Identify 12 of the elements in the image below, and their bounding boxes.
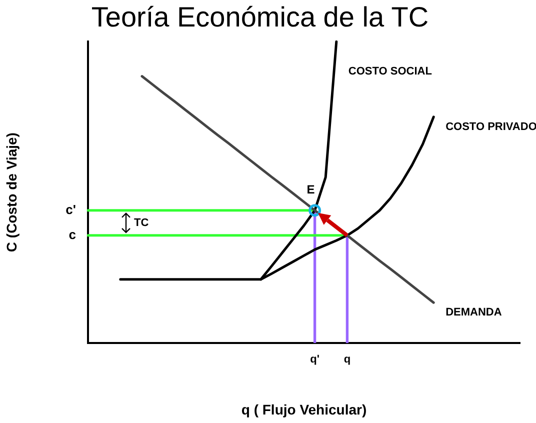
text: c': [66, 202, 76, 217]
x-axis-title: q ( Flujo Vehicular): [241, 401, 367, 418]
series-label: DEMANDA: [446, 306, 502, 319]
series-label: COSTO PRIVADO: [446, 120, 536, 133]
x-tick-label: q: [344, 354, 351, 366]
x-tick-label: q': [310, 354, 320, 366]
annotation: TC: [134, 216, 149, 229]
series-label: COSTO SOCIAL: [348, 66, 432, 78]
y-axis-title: C (Costo de Viaje): [3, 132, 20, 252]
chart-title: Teoría Económica de la TC: [91, 2, 429, 33]
text: c: [68, 226, 76, 242]
annotation: E: [306, 182, 315, 197]
